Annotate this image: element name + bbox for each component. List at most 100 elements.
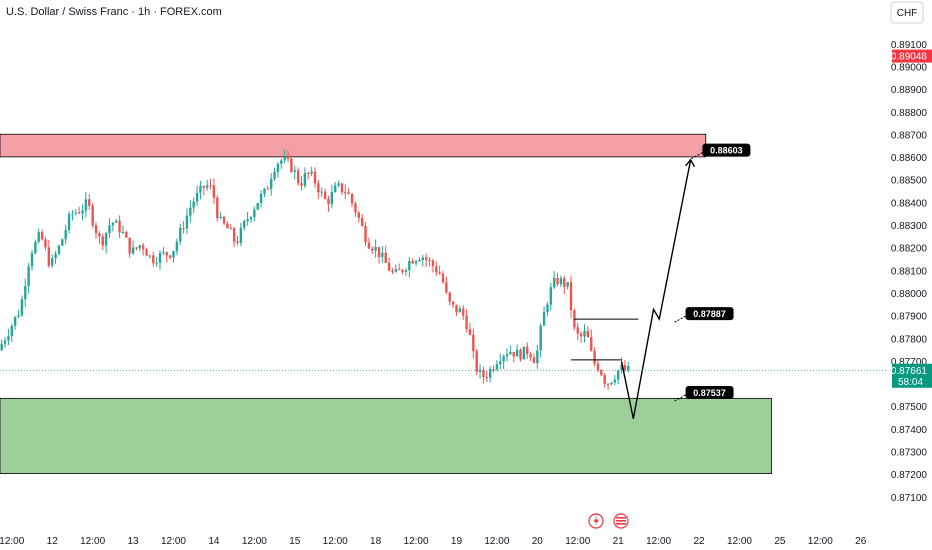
candle-body — [243, 221, 246, 228]
candle-body — [51, 258, 54, 266]
candle-body — [330, 192, 334, 205]
candle-body — [199, 185, 202, 193]
candle-body — [30, 253, 34, 267]
candle-body — [465, 315, 468, 329]
x-tick-label: 19 — [451, 536, 463, 547]
candle-body — [10, 325, 13, 336]
chart-title: U.S. Dollar / Swiss Franc · 1h · FOREX.c… — [6, 6, 222, 18]
candle-body — [512, 352, 515, 357]
event-icons[interactable] — [588, 513, 629, 529]
price-label-0.88603[interactable]: 0.88603 — [691, 143, 751, 160]
candle-body — [502, 356, 505, 362]
candle-body — [148, 255, 152, 257]
y-tick-label: 0.87400 — [891, 425, 928, 436]
candle-body — [77, 212, 81, 214]
candle-body — [155, 262, 158, 264]
candle-body — [317, 183, 320, 193]
candle-body — [590, 337, 593, 351]
candle-body — [219, 216, 222, 219]
candle-body — [185, 215, 189, 229]
candle-body — [616, 370, 620, 380]
candle-body — [189, 207, 192, 216]
candle-body — [104, 232, 108, 246]
candle-body — [13, 316, 17, 326]
candle-body — [94, 225, 98, 234]
candle-body — [515, 349, 519, 357]
x-tick-label: 20 — [532, 536, 544, 547]
candle-body — [269, 178, 273, 190]
candle-body — [418, 260, 421, 262]
supply-zone[interactable] — [0, 133, 707, 158]
label-text: 0.88603 — [710, 146, 743, 156]
flag-stripe — [616, 523, 626, 525]
candle-body — [347, 192, 350, 195]
candle-body — [408, 261, 411, 271]
high-price-text: 0.89048 — [891, 52, 928, 63]
candle-body — [620, 365, 623, 371]
candle-body — [182, 227, 185, 229]
y-tick-label: 0.88000 — [891, 289, 928, 300]
candle-body — [411, 261, 414, 264]
candle-body — [505, 354, 509, 357]
x-tick-label: 25 — [774, 536, 786, 547]
candle-body — [472, 334, 475, 352]
candle-body — [340, 183, 344, 193]
y-tick-label: 0.88200 — [891, 244, 928, 255]
y-tick-label: 0.88800 — [891, 108, 928, 119]
y-tick-label: 0.87900 — [891, 312, 928, 323]
candle-body — [435, 266, 438, 273]
currency-button[interactable]: CHF — [890, 1, 924, 24]
candle-body — [438, 272, 441, 274]
candle-body — [179, 227, 182, 242]
candle-body — [20, 299, 24, 316]
price-label-0.87537[interactable]: 0.87537 — [674, 386, 734, 402]
candle-body — [165, 252, 168, 256]
x-tick-label: 12:00 — [727, 536, 752, 547]
candle-body — [458, 308, 462, 313]
candle-body — [549, 287, 553, 305]
y-tick-label: 0.89000 — [891, 62, 928, 73]
price-label-0.87887[interactable]: 0.87887 — [674, 307, 734, 323]
candle-body — [249, 217, 253, 220]
x-tick-label: 13 — [128, 536, 140, 547]
candle-body — [606, 383, 610, 385]
x-tick-label: 15 — [289, 536, 301, 547]
flag-stripe — [616, 520, 626, 522]
projection-path — [620, 159, 692, 419]
candle-body — [627, 365, 630, 371]
candle-body — [488, 369, 492, 378]
candle-body — [404, 270, 408, 272]
candle-body — [158, 253, 162, 263]
x-tick-label: 12:00 — [404, 536, 429, 547]
candle-body — [296, 170, 300, 184]
x-tick-label: 12:00 — [161, 536, 186, 547]
demand-zone[interactable] — [0, 397, 772, 474]
x-tick-label: 12:00 — [565, 536, 590, 547]
candle-body — [391, 270, 394, 272]
candle-body — [536, 350, 539, 364]
candle-body — [421, 257, 424, 261]
candle-body — [118, 221, 121, 233]
candle-body — [613, 379, 617, 383]
candle-body — [593, 350, 596, 364]
candle-body — [428, 259, 431, 261]
candle-body — [374, 246, 377, 251]
candle-body — [482, 369, 485, 378]
y-tick-label: 0.88600 — [891, 153, 928, 164]
x-tick-label: 12:00 — [646, 536, 671, 547]
candle-body — [357, 212, 360, 218]
x-tick-label: 12:00 — [242, 536, 267, 547]
candle-body — [229, 228, 232, 230]
candle-body — [323, 191, 327, 199]
candle-body — [290, 158, 293, 172]
candle-body — [387, 262, 391, 271]
candle-body — [61, 239, 64, 246]
candle-body — [222, 216, 226, 224]
candle-body — [280, 160, 283, 164]
x-tick-label: 18 — [370, 536, 382, 547]
candle-body — [485, 377, 488, 379]
candle-body — [563, 278, 566, 287]
candle-body — [286, 157, 290, 159]
candle-body — [141, 245, 145, 250]
